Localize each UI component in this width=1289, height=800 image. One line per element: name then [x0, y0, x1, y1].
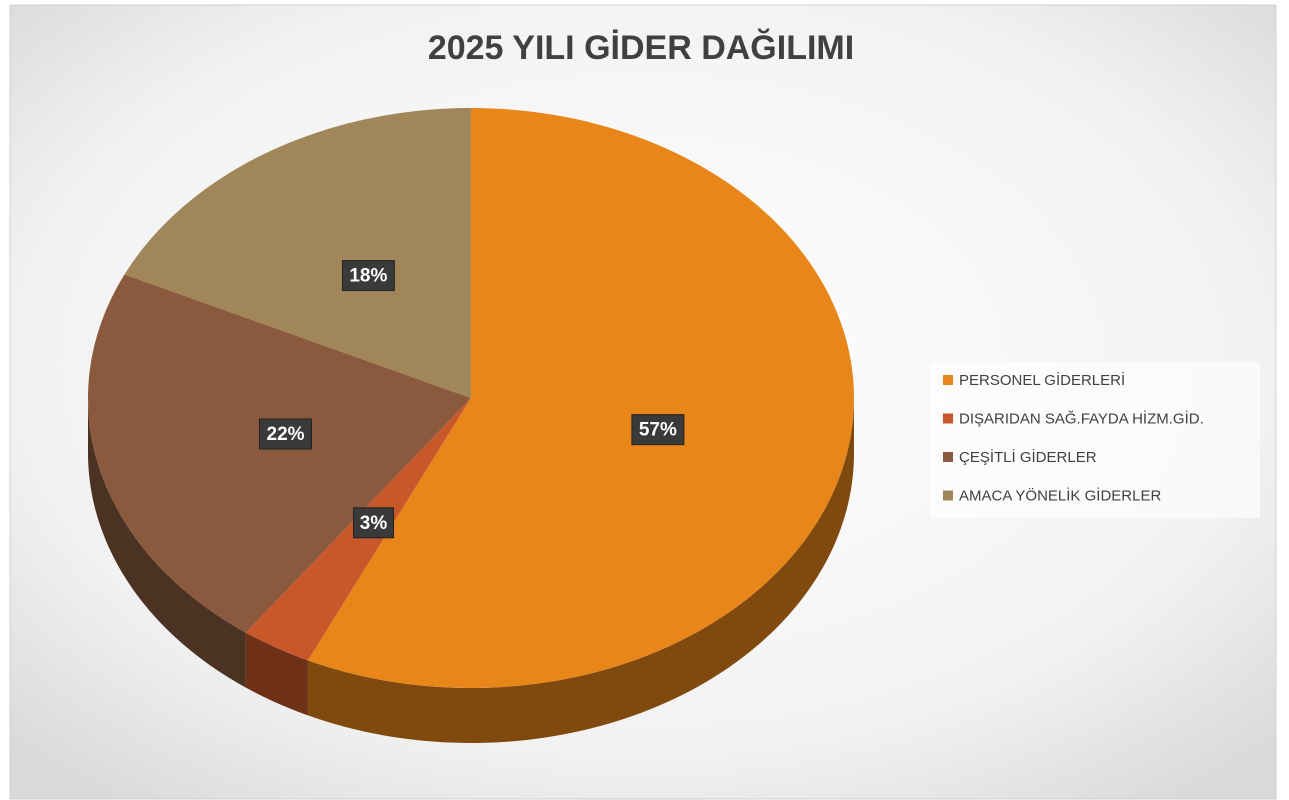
legend-label: DIŞARIDAN SAĞ.FAYDA HİZM.GİD. — [959, 409, 1204, 427]
data-label-box — [631, 414, 685, 446]
legend-swatch — [943, 452, 953, 462]
slice — [307, 108, 855, 688]
legend-box — [930, 362, 1260, 518]
data-label: 3% — [360, 513, 388, 534]
legend-label: ÇEŞİTLİ GİDERLER — [959, 448, 1097, 466]
slice — [124, 108, 472, 398]
legend-label: AMACA YÖNELİK GİDERLER — [959, 486, 1161, 504]
slice-side — [88, 398, 246, 688]
slice — [87, 274, 471, 633]
legend-swatch — [943, 490, 953, 501]
data-label: 57% — [639, 420, 677, 441]
chart-title: 2025 YILI GİDER DAĞILIMI — [428, 29, 854, 67]
legend-swatch — [943, 375, 953, 385]
data-label-box — [259, 418, 313, 450]
slice-side — [245, 632, 308, 716]
legend-swatch — [943, 413, 953, 424]
data-label: 18% — [349, 266, 387, 287]
data-label-box — [353, 507, 395, 539]
legend-label: PERSONEL GİDERLERİ — [959, 371, 1125, 389]
data-label-box — [341, 260, 395, 292]
data-label: 22% — [267, 424, 305, 445]
slice-side — [307, 398, 855, 743]
